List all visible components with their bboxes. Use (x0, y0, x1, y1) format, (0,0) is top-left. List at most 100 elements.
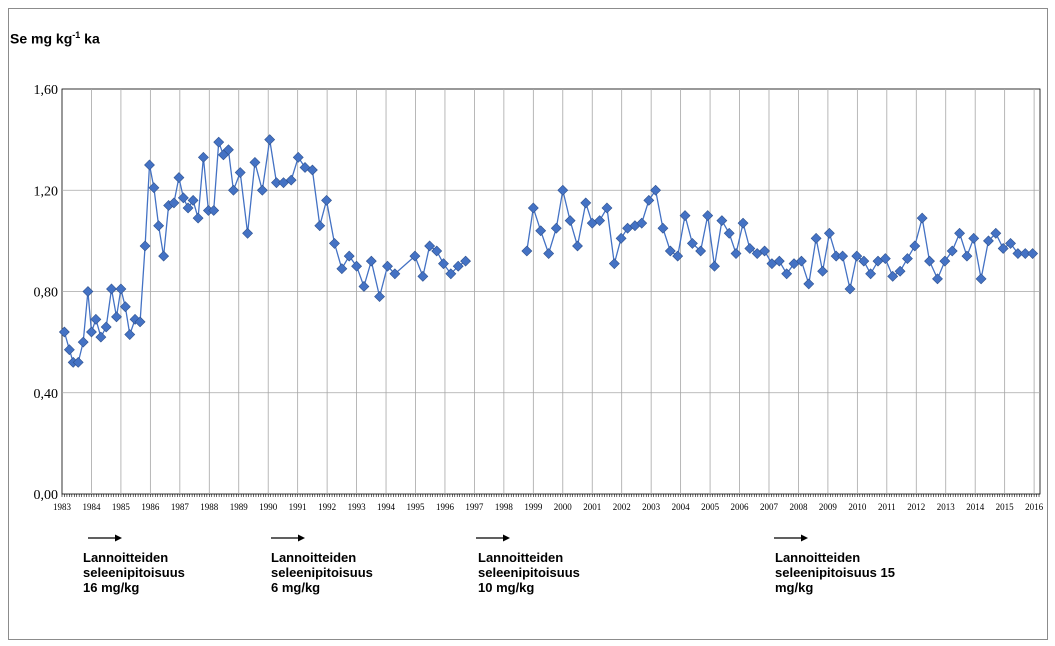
data-point (924, 255, 935, 267)
annotation-10mg: Lannoitteiden seleenipitoisuus 10 mg/kg (478, 550, 580, 595)
data-point (144, 159, 155, 171)
data-point (580, 197, 592, 209)
data-point (100, 321, 112, 333)
data-point (343, 250, 355, 262)
data-point (158, 250, 170, 262)
y-tick-label: 0,40 (34, 387, 59, 402)
x-tick-label: 1997 (465, 502, 484, 512)
x-tick-label: 1984 (82, 502, 101, 512)
data-point (72, 356, 84, 368)
data-point (358, 281, 370, 292)
x-tick-label: 2008 (789, 502, 808, 512)
data-point (292, 151, 304, 163)
data-point (737, 217, 749, 229)
x-tick-label: 1986 (141, 502, 160, 512)
x-tick-label: 2006 (731, 502, 750, 512)
y-tick-label: 0,00 (34, 488, 59, 503)
x-tick-label: 2012 (907, 502, 925, 512)
data-point (781, 268, 793, 280)
data-point (679, 210, 691, 221)
data-point (643, 194, 655, 206)
x-tick-label: 2013 (937, 502, 956, 512)
data-point (650, 184, 661, 196)
data-point (111, 311, 122, 323)
y-tick-label: 1,60 (34, 83, 59, 98)
data-point (858, 255, 870, 267)
x-tick-label: 1988 (200, 502, 219, 512)
x-tick-label: 1992 (318, 502, 336, 512)
data-point (657, 222, 669, 234)
data-point (213, 136, 225, 148)
data-point (744, 243, 756, 254)
data-point (817, 265, 829, 277)
data-point (968, 232, 980, 244)
x-tick-label: 2007 (760, 502, 779, 512)
x-tick-label: 1990 (259, 502, 278, 512)
y-tick-label: 1,20 (34, 184, 59, 199)
arrow-icon (476, 534, 510, 542)
data-point (182, 202, 194, 214)
data-point (58, 326, 70, 338)
data-point (389, 268, 401, 280)
data-point (223, 144, 234, 156)
y-tick-label: 0,80 (34, 286, 59, 301)
data-point (1019, 248, 1031, 259)
data-point (228, 184, 239, 196)
x-tick-label: 1991 (289, 502, 307, 512)
data-point (695, 245, 707, 257)
x-tick-label: 2001 (583, 502, 601, 512)
data-point (115, 283, 127, 295)
grid-lines (62, 89, 1040, 494)
data-point (954, 227, 966, 239)
data-point (86, 326, 97, 338)
data-point (572, 240, 583, 252)
data-point (810, 232, 822, 244)
data-point (795, 255, 807, 267)
data-point (409, 250, 421, 262)
data-point (177, 192, 189, 204)
data-point (601, 202, 613, 214)
data-point (417, 270, 429, 282)
data-point (249, 156, 261, 168)
annotation-15mg: Lannoitteiden seleenipitoisuus 15 mg/kg (775, 550, 895, 595)
data-point (909, 240, 921, 252)
x-tick-label: 2003 (642, 502, 661, 512)
data-point (535, 225, 547, 237)
data-point (63, 344, 75, 356)
x-tick-label: 2015 (996, 502, 1015, 512)
x-tick-label: 1995 (406, 502, 425, 512)
data-point (823, 227, 835, 239)
data-point (242, 227, 254, 239)
data-point (932, 273, 943, 285)
x-tick-label: 1985 (112, 502, 131, 512)
data-point (119, 301, 131, 313)
x-tick-label: 2004 (672, 502, 691, 512)
data-point (82, 286, 94, 297)
data-point (382, 260, 393, 272)
data-point (730, 248, 742, 259)
data-point (975, 273, 987, 285)
x-tick-labels: 1983 1984 1985 1986 1987 1988 1989 1990 1991 1992… (53, 494, 1044, 512)
data-point (564, 215, 576, 227)
data-point (946, 245, 958, 257)
x-tick-label: 1999 (524, 502, 543, 512)
data-point (557, 184, 569, 196)
data-point (686, 237, 698, 249)
data-point (773, 255, 785, 267)
x-tick-label: 2011 (878, 502, 896, 512)
data-point (173, 172, 185, 184)
data-point (264, 134, 276, 146)
data-point (636, 217, 648, 229)
data-point (187, 194, 199, 206)
y-axis-title: Se mg kg-1 ka (10, 30, 100, 47)
data-point (939, 255, 951, 267)
data-point (759, 245, 770, 257)
data-point (329, 237, 340, 249)
x-tick-label: 2016 (1025, 502, 1044, 512)
data-point (716, 215, 728, 227)
data-point (153, 220, 165, 232)
arrow-icon (774, 534, 808, 542)
data-point (851, 250, 863, 262)
data-point (365, 255, 377, 267)
data-point (148, 182, 160, 194)
